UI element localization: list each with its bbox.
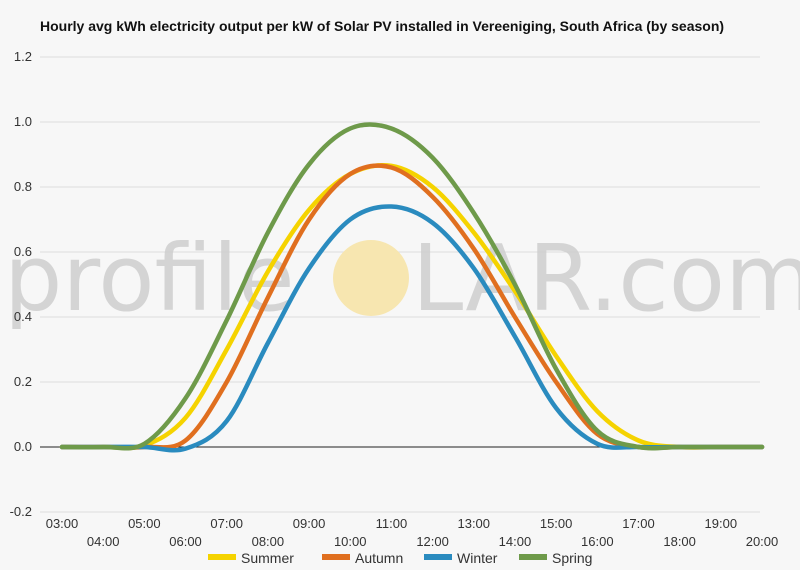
legend-item-winter: Winter — [424, 550, 498, 566]
y-tick-label: 0.6 — [14, 244, 32, 259]
x-axis-ticks: 03:00 04:00 05:00 06:00 07:00 08:00 09:00 10:00… — [46, 516, 779, 549]
x-tick-label: 03:00 — [46, 516, 79, 531]
legend-item-autumn: Autumn — [322, 550, 403, 566]
x-tick-label: 06:00 — [169, 534, 202, 549]
legend-swatch — [208, 554, 236, 560]
legend: Summer Autumn Winter Spring — [208, 550, 592, 566]
watermark-left-text: profile — [4, 225, 295, 332]
legend-label: Autumn — [355, 550, 403, 566]
x-tick-label: 18:00 — [663, 534, 696, 549]
y-axis-ticks: 1.2 1.0 0.8 0.6 0.4 0.2 0.0 -0.2 — [10, 49, 32, 519]
y-tick-label: -0.2 — [10, 504, 32, 519]
legend-swatch — [519, 554, 547, 560]
legend-label: Summer — [241, 550, 294, 566]
legend-swatch — [424, 554, 452, 560]
x-tick-label: 16:00 — [581, 534, 614, 549]
gridlines — [40, 56, 760, 513]
y-tick-label: 0.8 — [14, 179, 32, 194]
x-tick-label: 05:00 — [128, 516, 161, 531]
watermark-right-text: LAR.com — [412, 225, 800, 332]
chart-title: Hourly avg kWh electricity output per kW… — [40, 18, 725, 34]
series-lines — [59, 122, 765, 453]
x-tick-label: 04:00 — [87, 534, 120, 549]
y-tick-label: 1.2 — [14, 49, 32, 64]
legend-swatch — [322, 554, 350, 560]
x-tick-label: 09:00 — [293, 516, 326, 531]
x-tick-label: 19:00 — [705, 516, 738, 531]
x-tick-label: 13:00 — [457, 516, 490, 531]
x-tick-label: 08:00 — [252, 534, 285, 549]
x-tick-label: 10:00 — [334, 534, 367, 549]
x-tick-label: 14:00 — [499, 534, 532, 549]
x-tick-label: 12:00 — [416, 534, 449, 549]
watermark-logo: profile LAR.com — [4, 225, 800, 332]
x-tick-label: 07:00 — [210, 516, 243, 531]
watermark-sun-icon — [333, 240, 409, 316]
x-tick-label: 20:00 — [746, 534, 779, 549]
x-tick-label: 11:00 — [376, 516, 408, 531]
y-tick-label: 0.2 — [14, 374, 32, 389]
y-tick-label: 0.4 — [14, 309, 32, 324]
legend-label: Spring — [552, 550, 592, 566]
legend-label: Winter — [457, 550, 498, 566]
legend-item-summer: Summer — [208, 550, 294, 566]
x-tick-label: 15:00 — [540, 516, 573, 531]
series-line-summer — [59, 162, 765, 451]
y-tick-label: 0.0 — [14, 439, 32, 454]
y-tick-label: 1.0 — [14, 114, 32, 129]
legend-item-spring: Spring — [519, 550, 592, 566]
series-line-spring — [59, 122, 765, 451]
x-tick-label: 17:00 — [622, 516, 655, 531]
